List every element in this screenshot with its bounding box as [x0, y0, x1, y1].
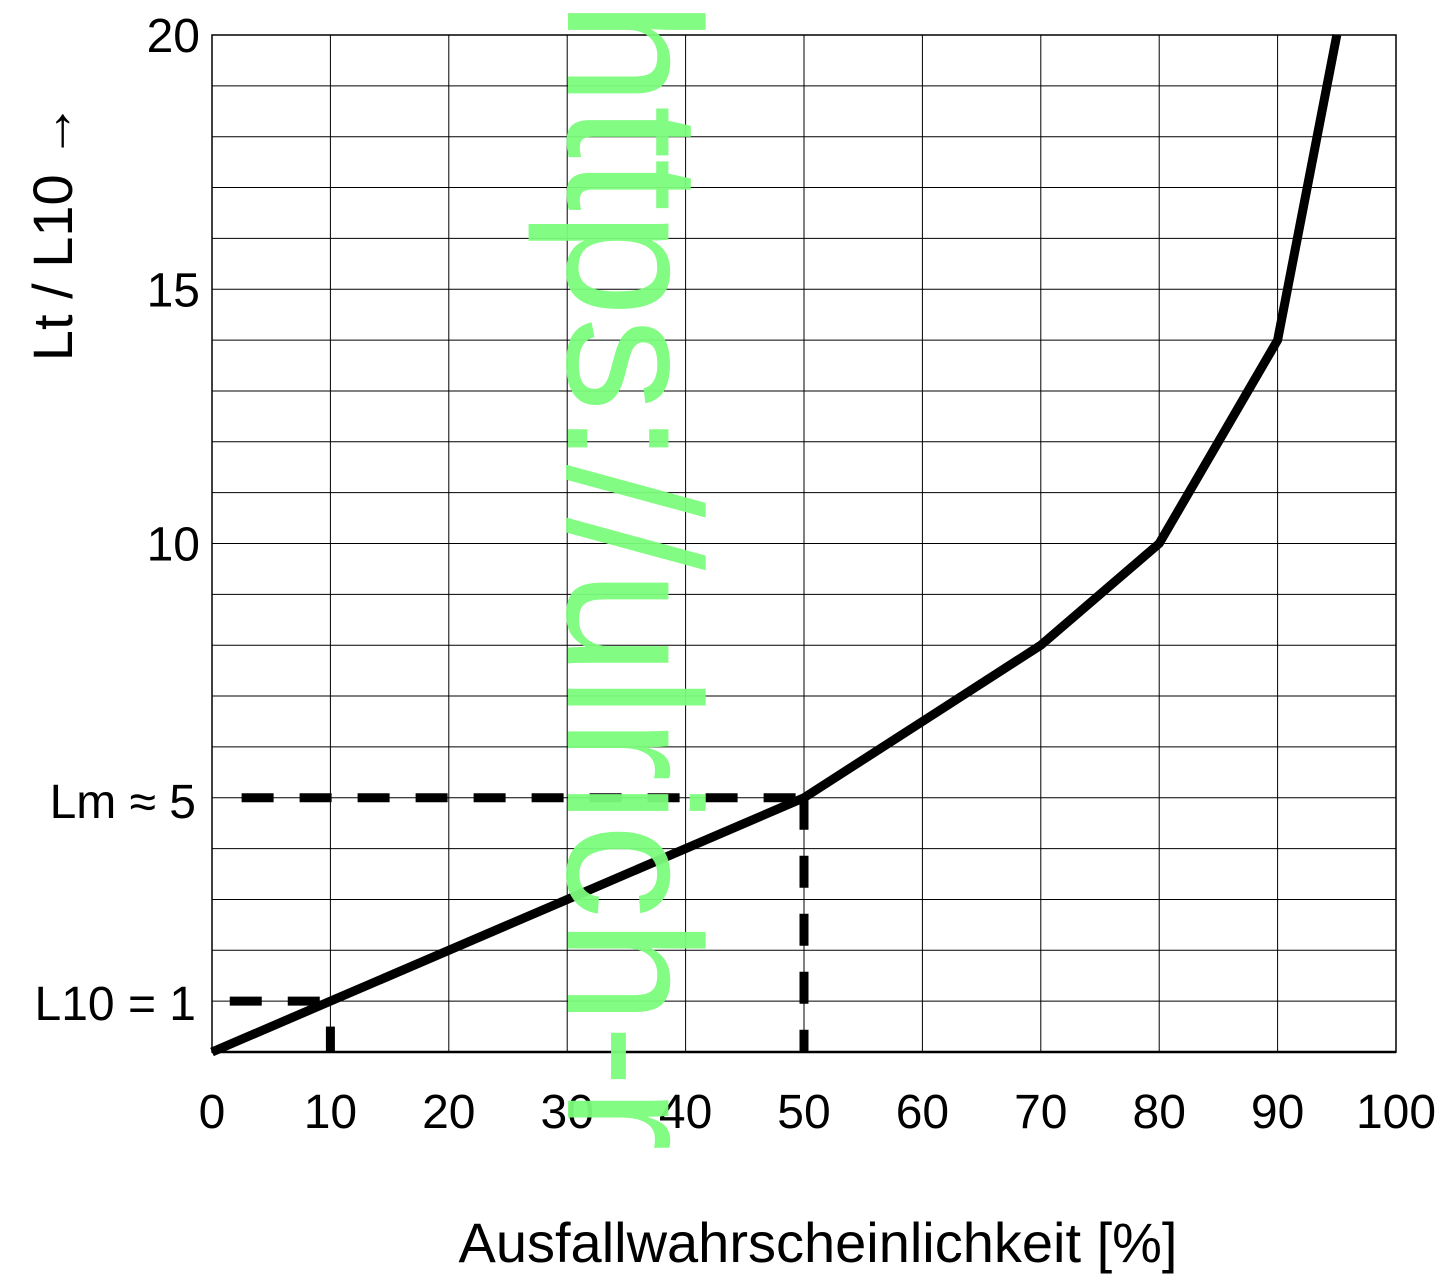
x-tick-label: 10	[304, 1086, 357, 1139]
y-axis-title: Lt / L10 →	[21, 103, 84, 361]
y-tick-label: 10	[147, 519, 200, 572]
series-line	[210, 34, 1342, 1057]
guide-lines	[229, 793, 809, 1052]
x-tick-label: 30	[541, 1086, 594, 1139]
x-tick-label: 70	[1014, 1086, 1067, 1139]
x-tick-label: 80	[1133, 1086, 1186, 1139]
grid-minor	[211, 34, 1397, 1053]
watermark: https://ulrich-r	[527, 0, 739, 1151]
y-tick-label: 20	[147, 10, 200, 63]
x-tick-label: 100	[1356, 1086, 1436, 1139]
y-tick-label: 15	[147, 264, 200, 317]
x-tick-label: 20	[422, 1086, 475, 1139]
y-tick-labels: 10 15 20	[147, 10, 200, 572]
x-tick-label: 40	[659, 1086, 712, 1139]
x-tick-labels: 0 10 20 30 40 50 60 70 80 90 100	[199, 1086, 1436, 1139]
x-tick-label: 90	[1251, 1086, 1304, 1139]
x-axis-title: Ausfallwahrscheinlichkeit [%]	[459, 1211, 1178, 1274]
annotation-lm: Lm ≈ 5	[50, 776, 196, 829]
annotation-l10: L10 = 1	[35, 978, 196, 1031]
series-lines	[210, 34, 1342, 1057]
x-tick-label: 0	[199, 1086, 226, 1139]
x-tick-label: 50	[777, 1086, 830, 1139]
x-tick-label: 60	[896, 1086, 949, 1139]
